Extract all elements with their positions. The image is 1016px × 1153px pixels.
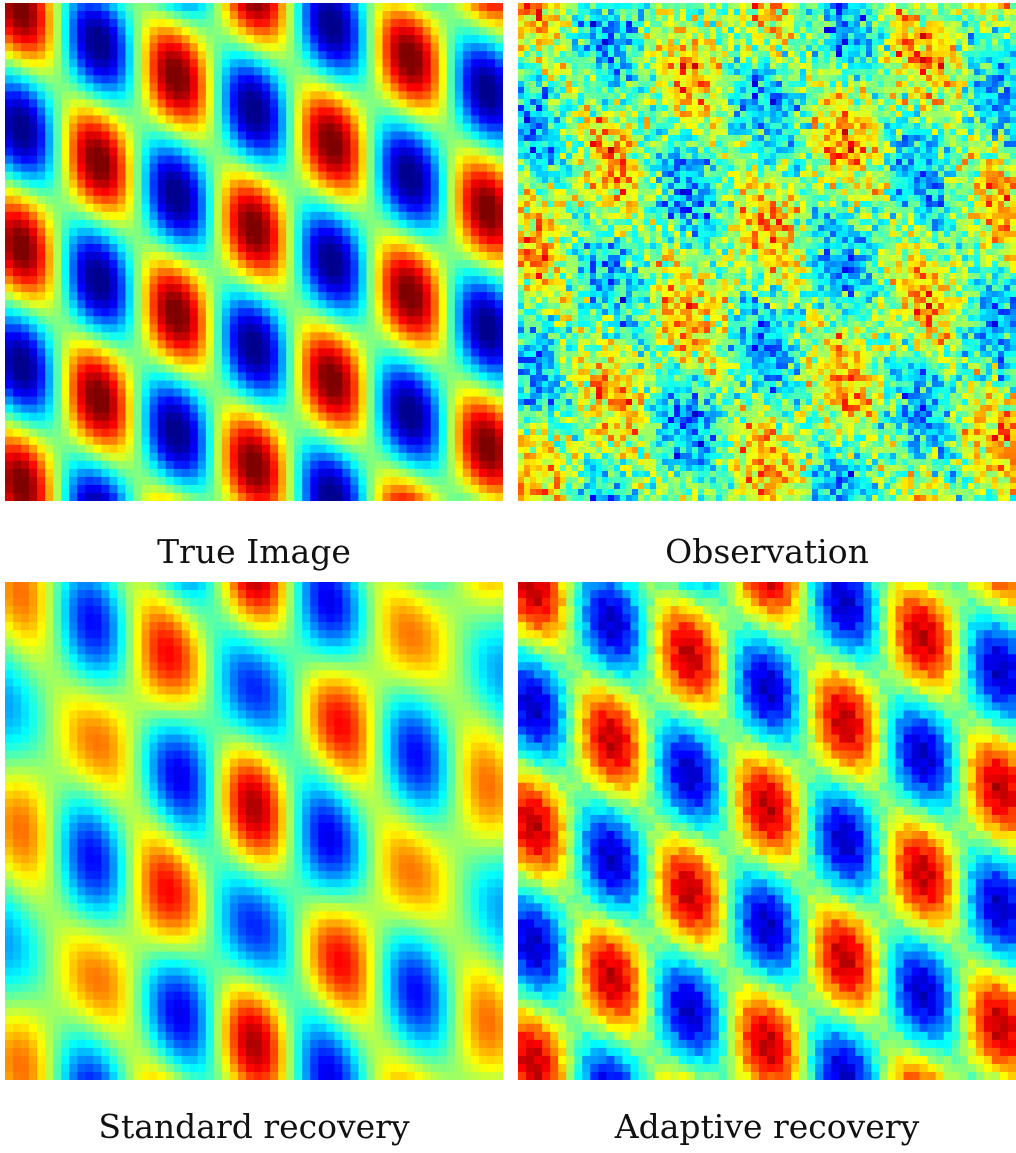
observation-caption: Observation <box>665 532 869 571</box>
observation-panel <box>518 3 1016 501</box>
standard-recovery-panel <box>5 582 503 1080</box>
true-heatmap <box>5 3 503 501</box>
standard-heatmap <box>5 582 503 1080</box>
observed-heatmap <box>518 3 1016 501</box>
standard-recovery-caption: Standard recovery <box>98 1107 410 1146</box>
adaptive-recovery-panel <box>518 582 1016 1080</box>
true-image-panel <box>5 3 503 501</box>
true-image-caption: True Image <box>157 532 351 571</box>
adaptive-recovery-caption: Adaptive recovery <box>614 1107 920 1146</box>
adaptive-heatmap <box>518 582 1016 1080</box>
